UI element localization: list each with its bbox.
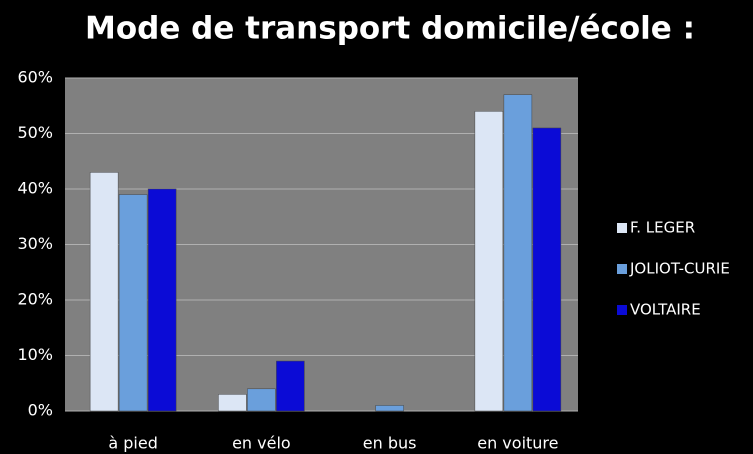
chart-title: Mode de transport domicile/école :: [85, 11, 695, 47]
bar: [89, 172, 119, 412]
bar: [503, 94, 533, 412]
x-tick-label: en vélo: [232, 434, 291, 453]
x-tick-label: à pied: [108, 434, 158, 453]
bar: [532, 127, 562, 412]
legend-swatch: [617, 264, 627, 274]
bar: [276, 360, 305, 412]
bar: [375, 405, 404, 412]
legend-label: VOLTAIRE: [630, 301, 701, 319]
y-tick-label: 10%: [17, 345, 53, 364]
y-tick-label: 60%: [17, 68, 53, 87]
y-tick-label: 20%: [17, 290, 53, 309]
bar: [474, 111, 504, 412]
x-tick-label: en bus: [363, 434, 417, 453]
legend-swatch: [617, 305, 627, 315]
bar: [147, 188, 177, 412]
y-tick-label: 0%: [28, 401, 53, 420]
y-tick-label: 40%: [17, 179, 53, 198]
legend-swatch: [617, 223, 627, 233]
bar: [247, 388, 276, 412]
legend-label: JOLIOT-CURIE: [629, 260, 730, 278]
y-tick-label: 50%: [17, 123, 53, 142]
y-tick-label: 30%: [17, 234, 53, 253]
bar: [118, 194, 148, 412]
bar: [218, 394, 247, 412]
legend-label: F. LEGER: [630, 219, 695, 237]
x-tick-label: en voiture: [477, 434, 558, 453]
